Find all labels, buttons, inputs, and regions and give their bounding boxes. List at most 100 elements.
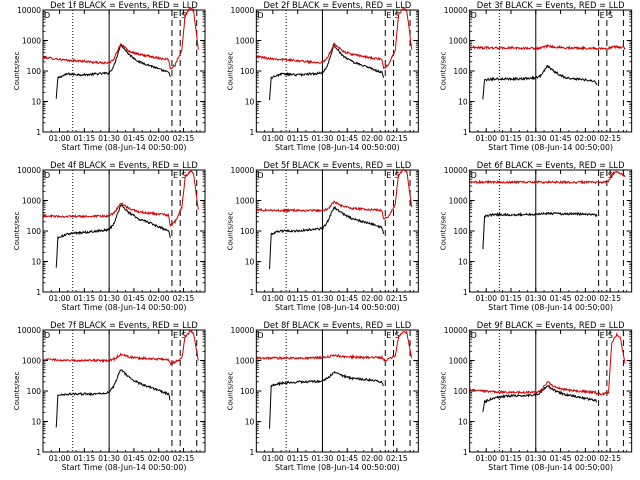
y-tick-label: 1: [250, 448, 255, 457]
lld-series-line: [256, 330, 413, 362]
x-tick-label: 02:00: [148, 294, 170, 303]
y-tick-label: 1: [36, 288, 41, 297]
x-axis-label: Start Time (08-Jun-14 00:50:00): [275, 143, 400, 152]
corner-label: E: [600, 331, 605, 340]
y-tick-label: 1: [250, 288, 255, 297]
x-axis-label: Start Time (08-Jun-14 00:50:00): [62, 303, 187, 312]
chart-panel: Det 8f BLACK = Events, RED = LLD 1 10 100 10…: [226, 320, 419, 472]
lld-series-line: [469, 331, 626, 396]
y-tick-label: 1000: [22, 37, 41, 46]
lld-series-line: [42, 7, 199, 70]
chart-panel: Det 1f BLACK = Events, RED = LLD 1 10 100 10…: [13, 0, 206, 152]
lld-series-line: [469, 170, 626, 185]
x-tick-label: 01:15: [287, 294, 309, 303]
x-tick-label: 01:00: [262, 294, 284, 303]
events-series-line: [55, 369, 171, 428]
x-tick-label: 01:45: [336, 134, 358, 143]
x-tick-label: 01:30: [98, 454, 120, 463]
corner-label: E: [173, 11, 178, 20]
y-tick-label: 10: [458, 258, 468, 267]
y-tick-label: 10000: [444, 166, 468, 175]
y-tick-label: 1: [463, 288, 468, 297]
events-series-line: [269, 205, 385, 270]
corner-label: E: [386, 171, 391, 180]
x-tick-label: 02:00: [361, 294, 383, 303]
corner-label: E: [386, 11, 391, 20]
x-tick-label: 01:00: [262, 134, 284, 143]
events-series-line: [55, 43, 171, 99]
x-tick-label: 01:45: [123, 294, 145, 303]
y-tick-label: 1000: [449, 357, 468, 366]
y-axis-label: Counts/sec: [226, 372, 234, 411]
chart-title: Det 8f BLACK = Events, RED = LLD: [263, 320, 411, 330]
events-series-line: [482, 385, 598, 412]
corner-label: S: [608, 331, 613, 340]
x-tick-label: 02:15: [599, 454, 621, 463]
x-tick-label: 02:00: [148, 454, 170, 463]
y-tick-label: 10000: [230, 326, 254, 335]
y-tick-label: 10: [245, 258, 255, 267]
corner-label: E: [173, 331, 178, 340]
corner-label: E: [600, 11, 605, 20]
corner-label: D: [44, 331, 50, 340]
x-tick-label: 02:00: [575, 454, 597, 463]
x-tick-label: 01:30: [98, 294, 120, 303]
x-tick-label: 02:15: [173, 454, 195, 463]
x-tick-label: 01:30: [312, 134, 334, 143]
x-axis-label: Start Time (08-Jun-14 00:50:00): [62, 463, 187, 472]
x-tick-label: 01:30: [525, 454, 547, 463]
corner-label: D: [257, 331, 263, 340]
chart-panel: Det 6f BLACK = Events, RED = LLD 1 10 100 10…: [440, 160, 633, 312]
x-tick-label: 01:00: [475, 454, 497, 463]
corner-label: E: [386, 331, 391, 340]
y-axis-label: Counts/sec: [440, 212, 448, 251]
chart-panel: Det 9f BLACK = Events, RED = LLD 1 10 100 10…: [440, 320, 633, 472]
x-tick-label: 01:45: [123, 454, 145, 463]
chart-title: Det 1f BLACK = Events, RED = LLD: [50, 0, 198, 10]
corner-label: D: [44, 11, 50, 20]
corner-label: D: [471, 11, 477, 20]
x-axis-label: Start Time (08-Jun-14 00:50:00): [488, 143, 613, 152]
chart-panel: Det 3f BLACK = Events, RED = LLD 1 10 100 10…: [440, 0, 633, 152]
x-tick-label: 02:00: [575, 294, 597, 303]
x-tick-label: 01:45: [550, 134, 572, 143]
x-tick-label: 02:00: [361, 134, 383, 143]
chart-title: Det 5f BLACK = Events, RED = LLD: [263, 160, 411, 170]
y-tick-label: 100: [240, 227, 255, 236]
corner-label: S: [395, 171, 400, 180]
x-tick-label: 02:15: [386, 454, 408, 463]
events-series-line: [269, 44, 385, 101]
x-tick-label: 01:15: [500, 454, 522, 463]
y-tick-label: 100: [453, 67, 468, 76]
x-tick-label: 01:45: [336, 454, 358, 463]
x-tick-label: 02:00: [148, 134, 170, 143]
y-axis-label: Counts/sec: [13, 372, 21, 411]
x-tick-label: 01:30: [312, 454, 334, 463]
x-tick-label: 01:30: [525, 294, 547, 303]
y-tick-label: 1000: [22, 357, 41, 366]
y-axis-label: Counts/sec: [13, 52, 21, 91]
chart-title: Det 7f BLACK = Events, RED = LLD: [50, 320, 198, 330]
y-tick-label: 10: [245, 98, 255, 107]
x-tick-label: 01:15: [500, 294, 522, 303]
y-tick-label: 10000: [17, 326, 41, 335]
y-axis-label: Counts/sec: [13, 212, 21, 251]
y-tick-label: 10000: [17, 166, 41, 175]
chart-title: Det 4f BLACK = Events, RED = LLD: [50, 160, 198, 170]
y-tick-label: 10: [31, 258, 41, 267]
y-tick-label: 1000: [22, 197, 41, 206]
y-tick-label: 10000: [230, 6, 254, 15]
x-tick-label: 01:45: [550, 294, 572, 303]
y-axis-label: Counts/sec: [440, 372, 448, 411]
x-axis-label: Start Time (08-Jun-14 00:50:00): [62, 143, 187, 152]
corner-label: S: [395, 331, 400, 340]
x-tick-label: 01:00: [262, 454, 284, 463]
chart-panel: Det 7f BLACK = Events, RED = LLD 1 10 100 10…: [13, 320, 206, 472]
y-tick-label: 1000: [449, 197, 468, 206]
x-axis-label: Start Time (08-Jun-14 00:50:00): [275, 463, 400, 472]
y-tick-label: 1000: [235, 197, 254, 206]
chart-title: Det 2f BLACK = Events, RED = LLD: [263, 0, 411, 10]
x-tick-label: 01:00: [475, 134, 497, 143]
x-tick-label: 02:15: [173, 134, 195, 143]
